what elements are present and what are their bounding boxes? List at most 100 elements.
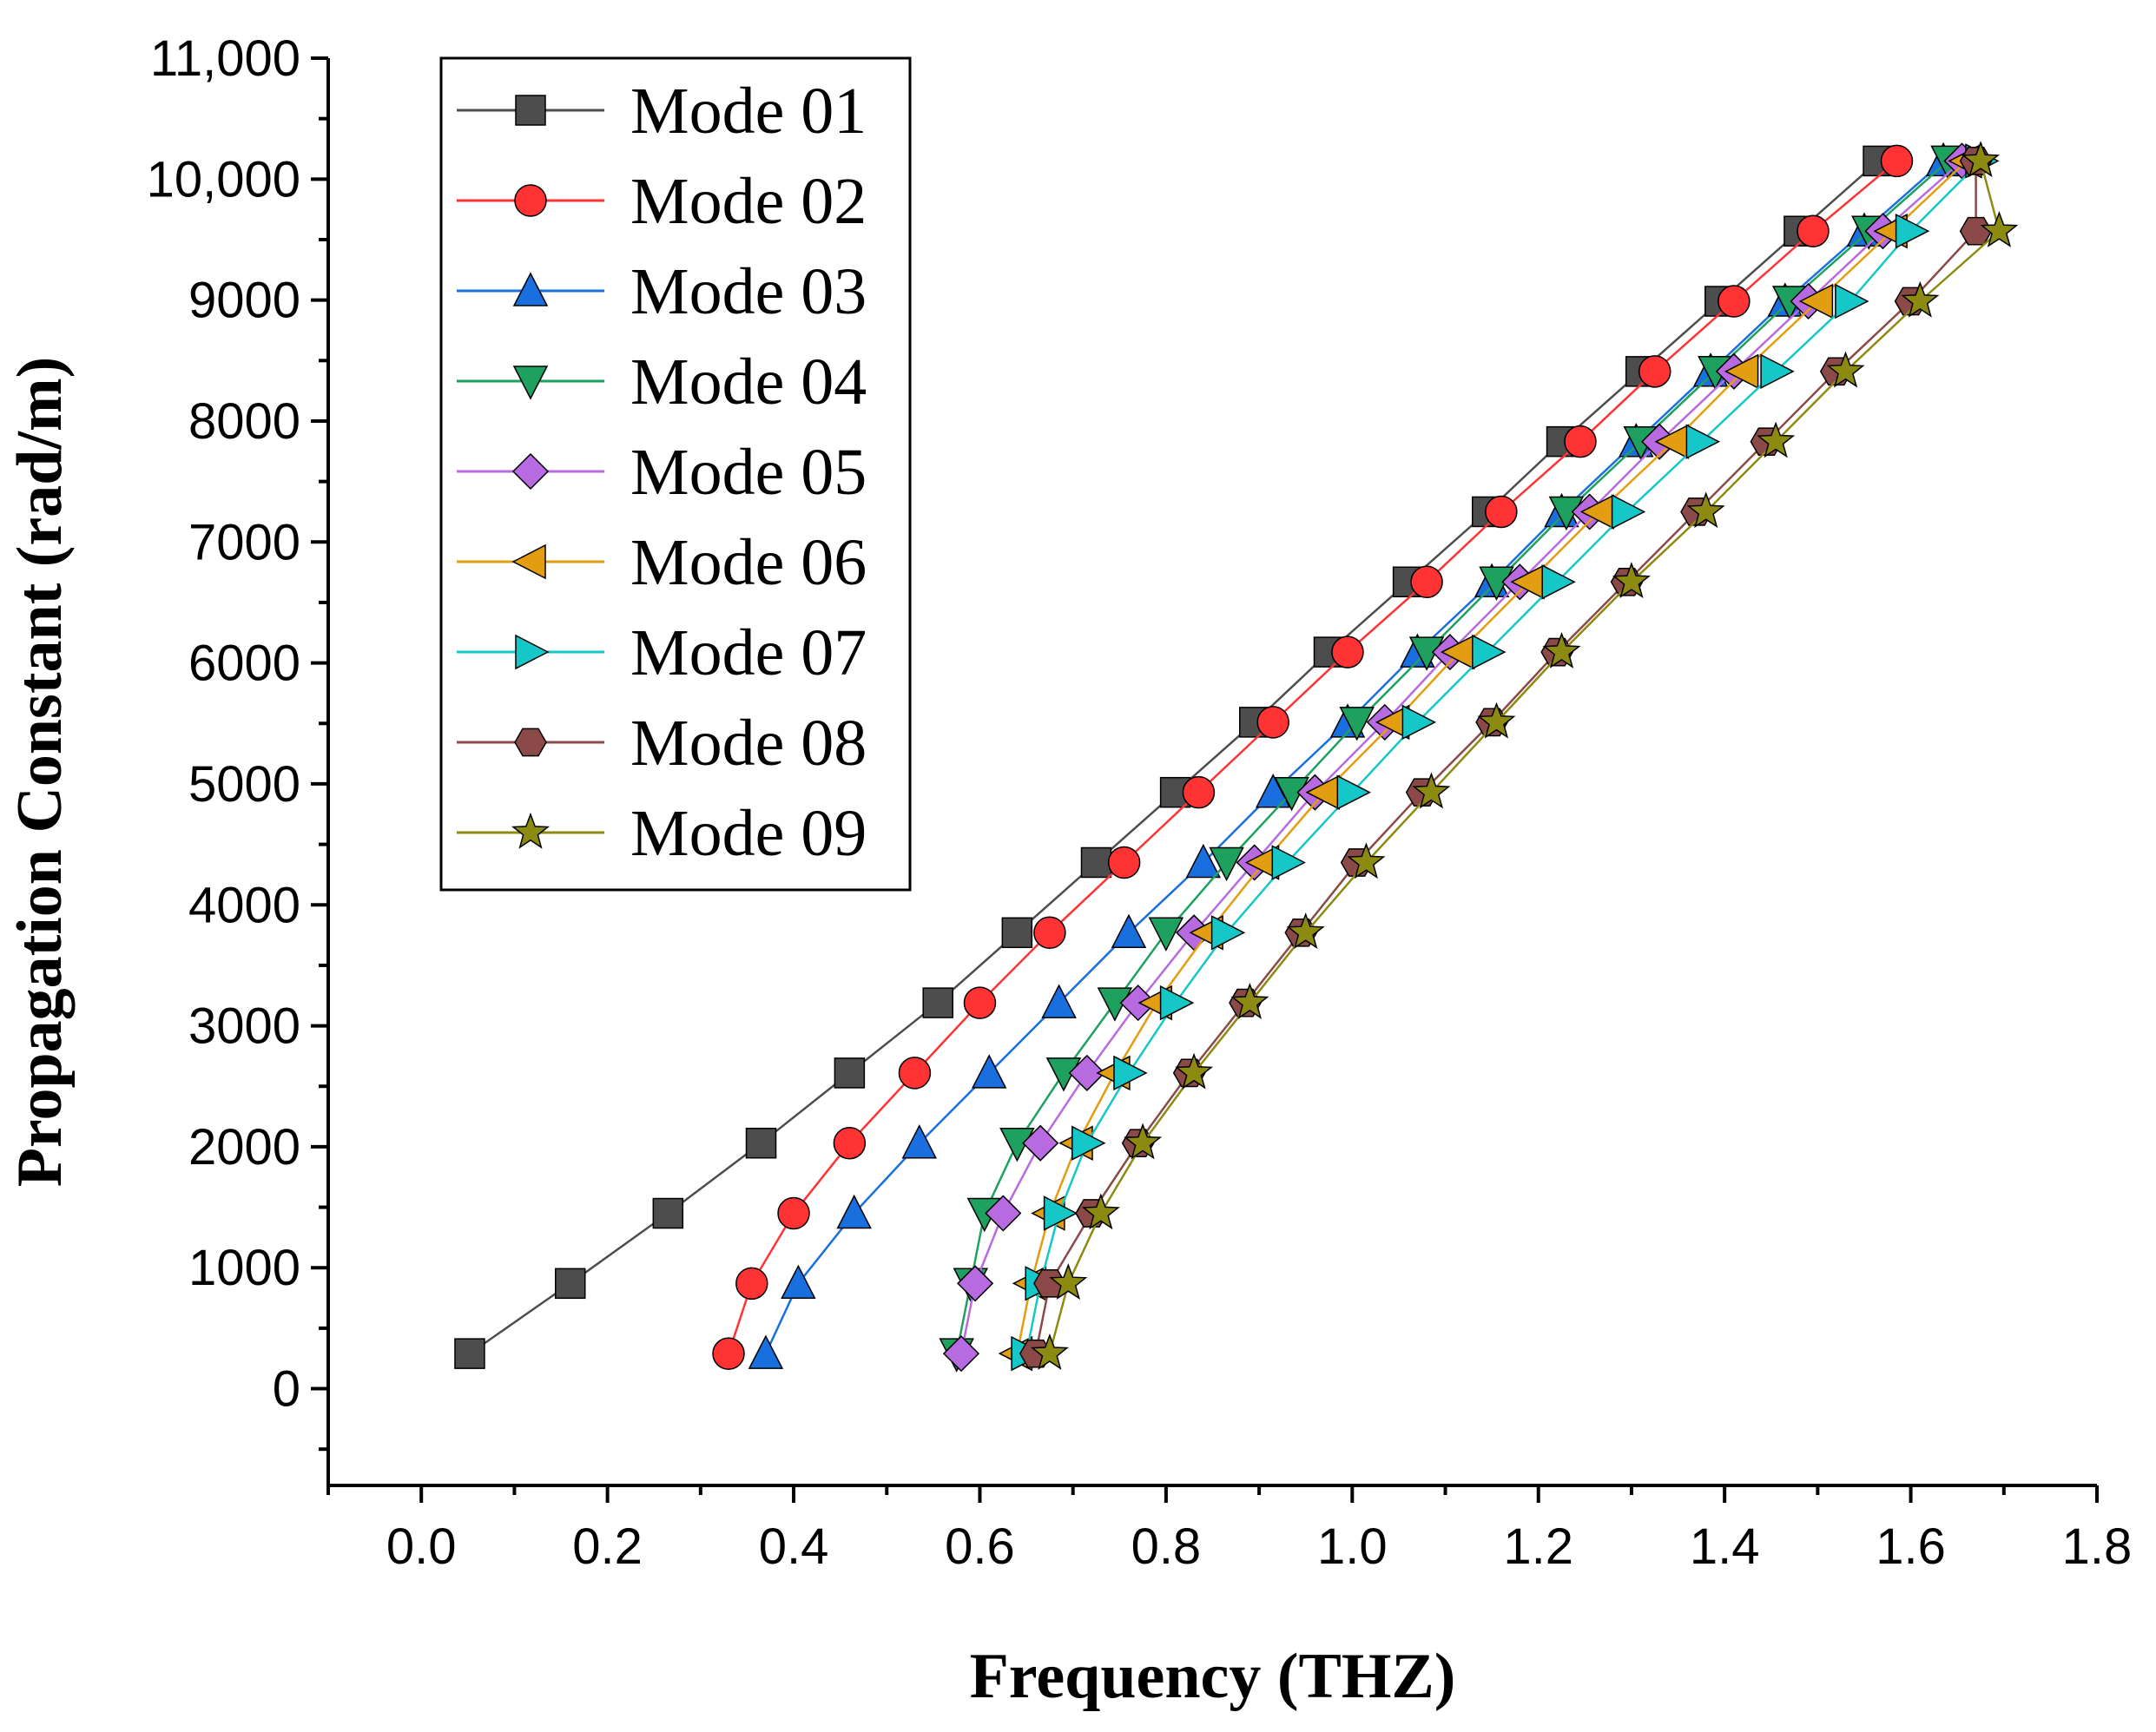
legend-label: Mode 04	[630, 346, 867, 418]
y-tick-label: 11,000	[150, 30, 300, 87]
data-point	[712, 1337, 745, 1370]
series-line	[1025, 160, 1981, 1354]
data-point	[1148, 917, 1184, 952]
data-point	[1835, 283, 1869, 319]
data-point	[1980, 211, 2019, 247]
data-point	[1022, 1124, 1059, 1162]
data-point	[1107, 846, 1141, 879]
legend-marker	[511, 543, 546, 580]
series-mode-01	[454, 145, 1894, 1369]
data-point	[1043, 1195, 1078, 1231]
legend-item: Mode 04	[457, 346, 867, 418]
data-point	[1030, 1333, 1069, 1370]
data-point	[1542, 631, 1581, 668]
data-point	[971, 1054, 1007, 1089]
x-tick-label: 1.4	[1690, 1518, 1760, 1575]
y-tick-label: 2000	[188, 1119, 300, 1176]
data-point	[834, 1057, 866, 1089]
y-tick-label: 6000	[188, 636, 300, 692]
data-point	[833, 1126, 867, 1160]
data-point	[1347, 842, 1386, 879]
x-tick-label: 0.2	[572, 1518, 643, 1575]
data-point	[1485, 495, 1518, 529]
legend-item: Mode 05	[457, 436, 867, 509]
data-point	[1401, 704, 1437, 741]
y-axis-title: Propagation Constant (rad/m)	[4, 357, 76, 1188]
legend-item: Mode 06	[457, 526, 867, 599]
series-mode-03	[748, 142, 1961, 1369]
data-point	[922, 987, 953, 1018]
data-point	[1209, 846, 1244, 882]
x-tick-label: 1.8	[2062, 1518, 2133, 1575]
data-point	[1113, 1055, 1148, 1091]
legend-label: Mode 03	[630, 255, 867, 328]
data-point	[1175, 1052, 1214, 1090]
data-point	[1001, 917, 1033, 949]
legend-label: Mode 09	[630, 797, 867, 870]
data-point	[1331, 636, 1364, 668]
series-mode-07	[1011, 143, 2000, 1372]
y-tick-label: 1000	[188, 1240, 300, 1296]
y-tick-label: 4000	[188, 877, 300, 933]
data-point	[957, 1265, 994, 1302]
data-point	[1033, 916, 1066, 950]
legend-marker	[511, 452, 550, 491]
data-point	[1071, 1125, 1106, 1161]
y-tick-label: 8000	[188, 393, 300, 450]
axes: 0.0 0.2 0.4 0.6 0.8 1.0 1.2 1.4 1.6 1.8 0 1000 2000 3…	[147, 30, 2133, 1575]
data-point	[1410, 565, 1443, 599]
series-line	[959, 160, 1963, 1354]
legend-label: Mode 02	[630, 165, 867, 238]
data-point	[1271, 845, 1306, 880]
y-tick-label: 5000	[188, 756, 300, 813]
data-point	[781, 1264, 816, 1300]
data-point	[1111, 913, 1147, 949]
series-mode-05	[942, 142, 1981, 1373]
data-point	[454, 1338, 485, 1369]
series-line	[1034, 161, 1977, 1354]
data-point	[1757, 421, 1796, 458]
data-point	[1564, 425, 1597, 458]
y-tick-label: 7000	[188, 514, 300, 570]
data-point	[1760, 353, 1795, 390]
series-line	[1048, 161, 2001, 1354]
legend-label: Mode 06	[630, 526, 867, 599]
x-tick-label: 0.8	[1131, 1518, 1202, 1575]
y-tick-label: 10,000	[147, 151, 300, 207]
x-tick-label: 1.6	[1876, 1518, 1946, 1575]
data-point	[963, 986, 997, 1019]
data-point	[1724, 353, 1759, 390]
data-point	[1686, 491, 1725, 529]
data-point	[1718, 285, 1751, 318]
legend-item: Mode 03	[457, 255, 867, 328]
x-tick-label: 0.6	[945, 1518, 1015, 1575]
data-point	[735, 1267, 768, 1301]
legend-marker	[515, 634, 550, 670]
legend-label: Mode 01	[630, 75, 867, 148]
data-point	[748, 1334, 784, 1369]
data-point	[1210, 915, 1246, 951]
data-point	[1159, 776, 1191, 808]
legend-item: Mode 07	[457, 616, 867, 689]
legend-item: Mode 01	[457, 75, 867, 148]
data-point	[1182, 775, 1216, 809]
legend-marker	[512, 365, 549, 400]
legend-label: Mode 05	[630, 436, 867, 509]
x-tick-label: 0.4	[759, 1518, 829, 1575]
data-point	[836, 1194, 872, 1229]
legend-marker	[512, 272, 549, 306]
x-tick-label: 1.2	[1503, 1518, 1573, 1575]
data-point	[1797, 214, 1830, 247]
legend-marker	[511, 812, 551, 849]
y-tick-label: 3000	[188, 998, 300, 1055]
data-point	[1068, 1054, 1105, 1091]
x-tick-label: 1.0	[1317, 1518, 1388, 1575]
legend-marker	[514, 728, 547, 757]
data-point	[1185, 843, 1222, 879]
data-point	[1049, 1263, 1088, 1301]
data-point	[1336, 774, 1371, 810]
data-point	[1612, 562, 1651, 599]
data-point	[1124, 1123, 1163, 1160]
data-point	[1638, 355, 1671, 388]
